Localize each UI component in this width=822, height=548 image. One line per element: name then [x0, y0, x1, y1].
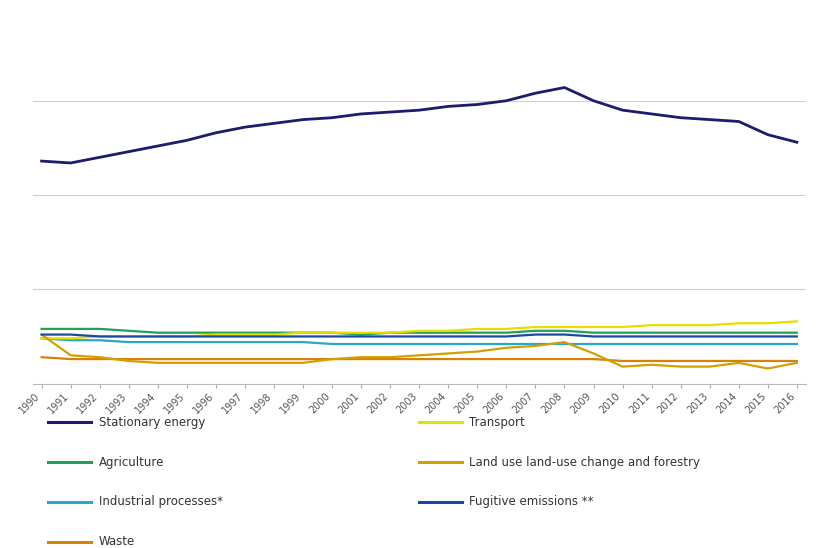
- Text: Agriculture: Agriculture: [99, 455, 164, 469]
- Text: Transport: Transport: [469, 416, 525, 429]
- Text: Industrial processes*: Industrial processes*: [99, 495, 223, 509]
- Text: Stationary energy: Stationary energy: [99, 416, 205, 429]
- Text: 5.2: NSW greenhouse emissions components, 1990–2016: 5.2: NSW greenhouse emissions components…: [11, 22, 527, 38]
- Text: Waste: Waste: [99, 535, 135, 548]
- Text: Fugitive emissions **: Fugitive emissions **: [469, 495, 594, 509]
- Text: Land use land-use change and forestry: Land use land-use change and forestry: [469, 455, 700, 469]
